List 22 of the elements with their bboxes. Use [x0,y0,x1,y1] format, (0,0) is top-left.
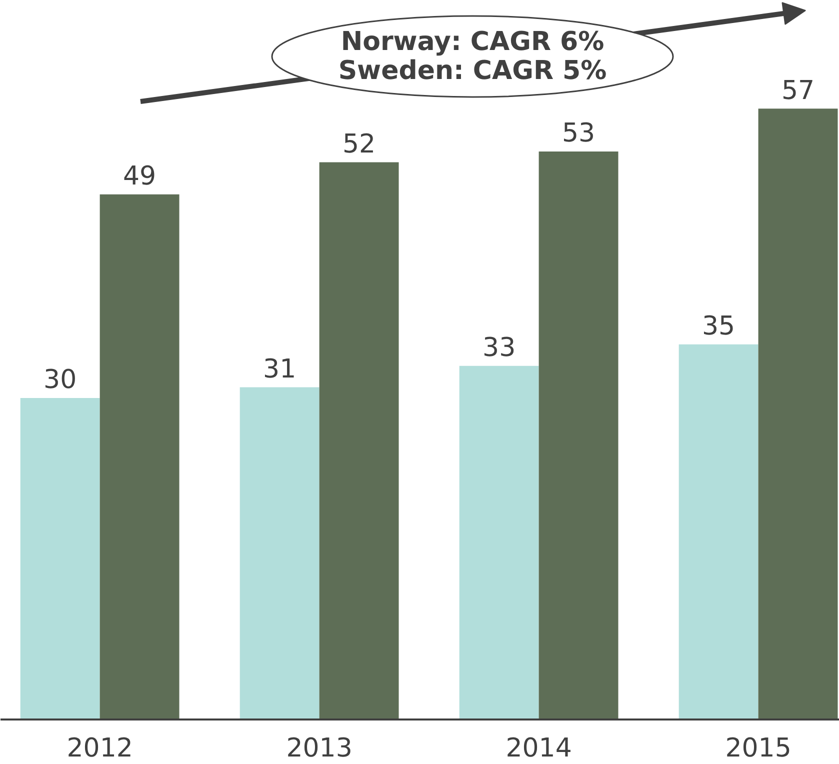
data-label: 35 [702,312,736,342]
bar [678,344,758,720]
x-tick-label: 2014 [506,734,572,764]
x-tick-label: 2015 [725,734,792,764]
data-label: 53 [562,118,596,149]
bar [459,366,539,720]
text: Sweden: CAGR 5% [338,56,607,86]
data-label: 57 [781,76,815,106]
data-label: 30 [44,365,77,396]
bar [240,387,320,720]
bar [100,194,180,720]
bar [20,398,100,720]
data-label: 31 [263,354,296,384]
data-label: 33 [482,333,516,364]
x-tick-label: 2013 [286,734,352,764]
text: Norway: CAGR 6% [340,27,604,57]
data-label: 49 [123,162,156,192]
x-tick-label: 2012 [66,734,133,764]
bar [758,108,838,720]
bar [538,151,618,720]
bar [319,162,399,720]
data-label: 52 [342,129,376,160]
